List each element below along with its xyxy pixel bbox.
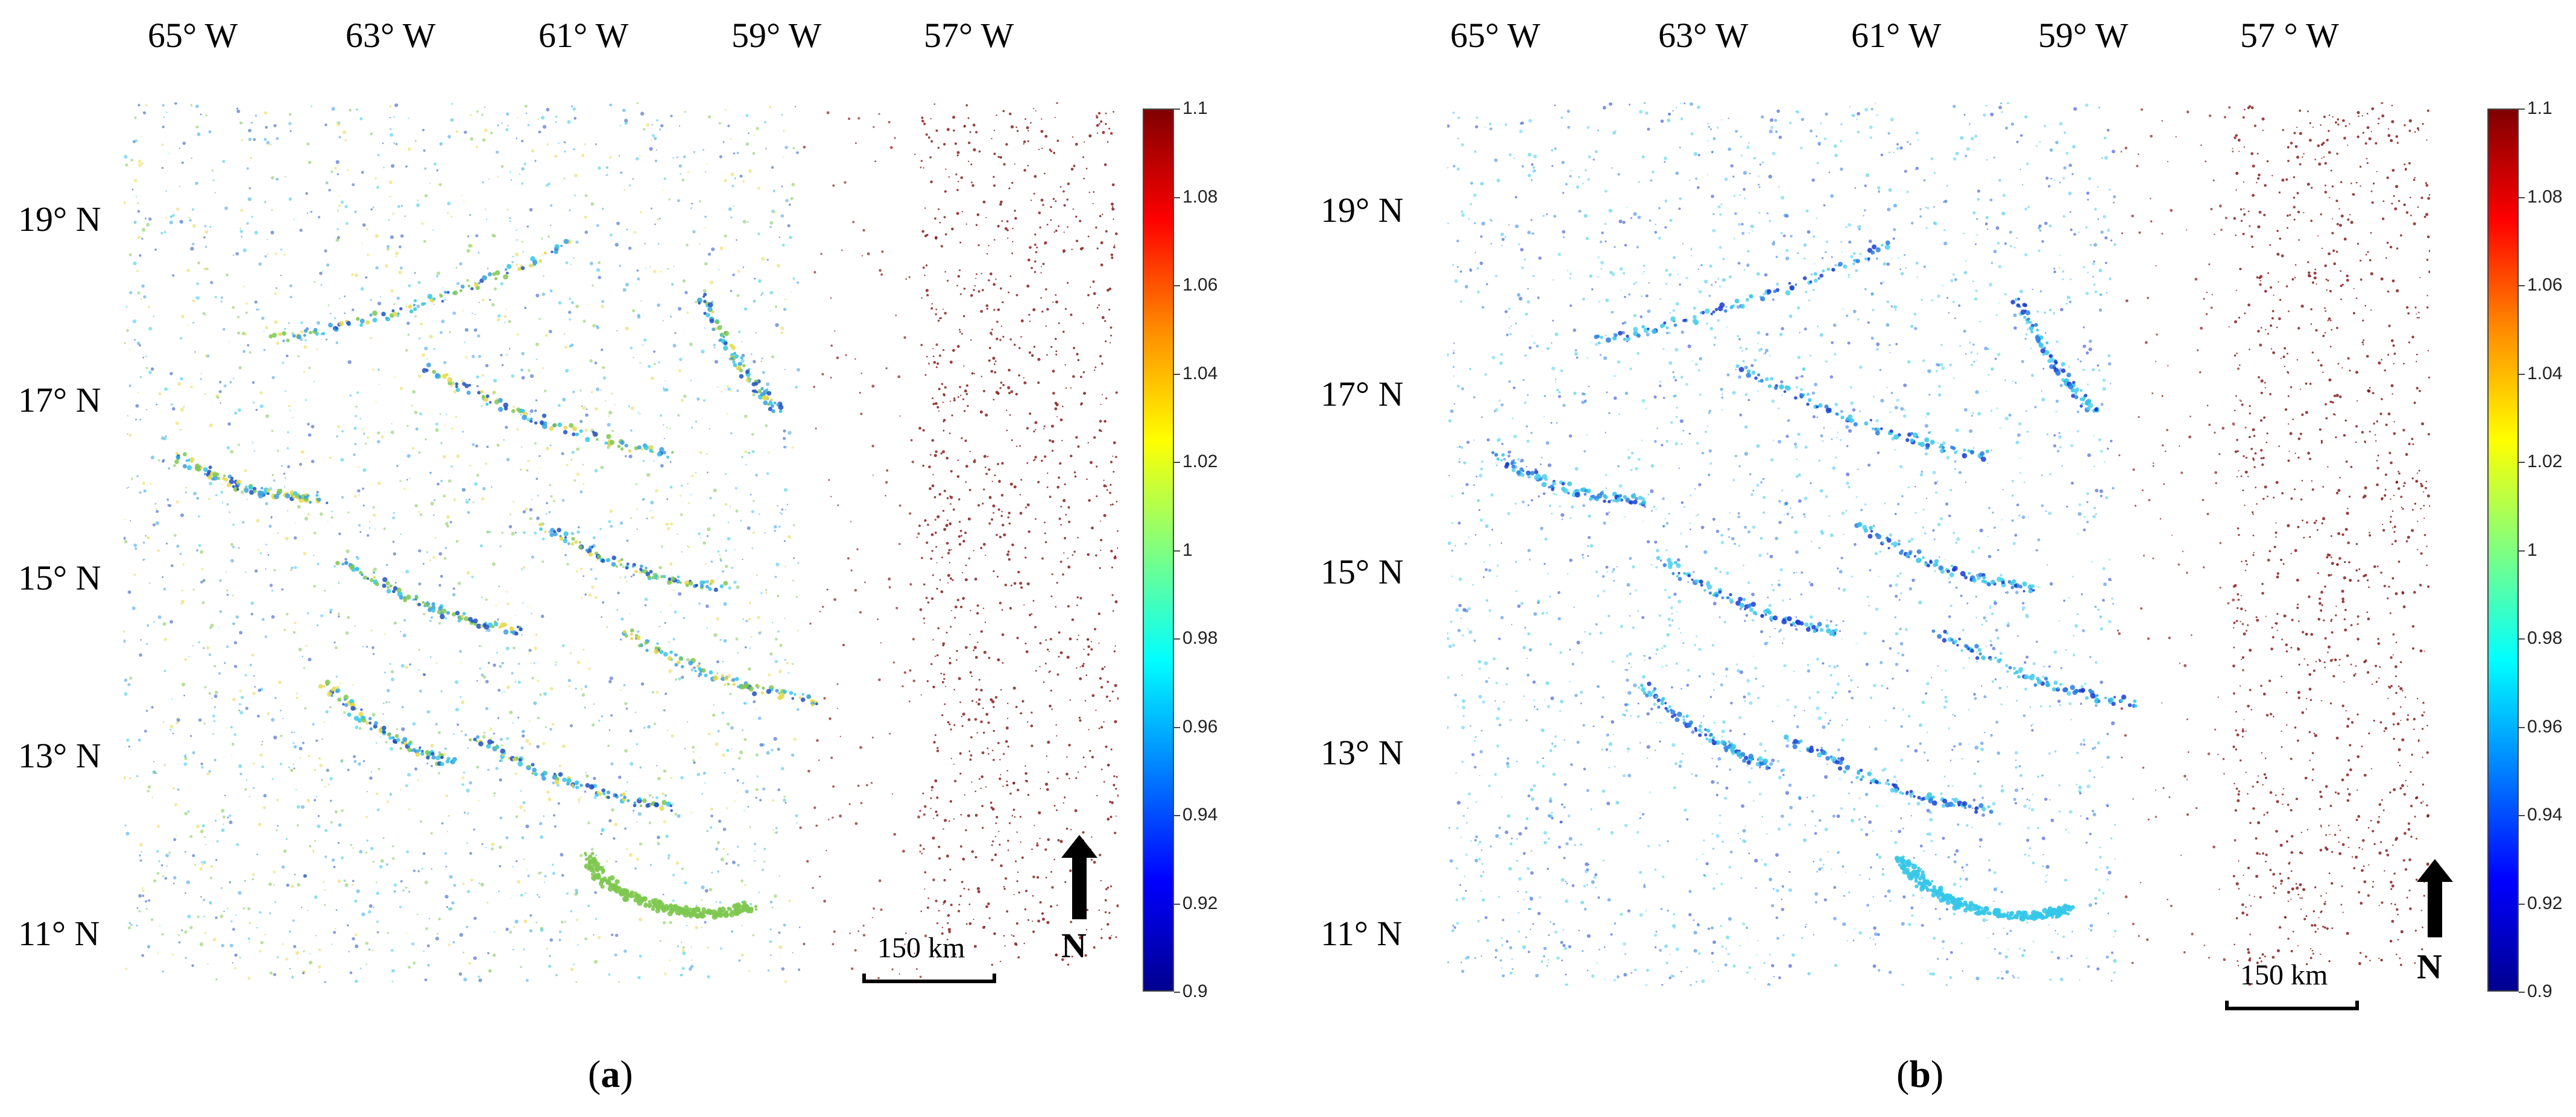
lon-label: 63° W — [346, 16, 436, 55]
colorbar-tick-label: 0.9 — [1182, 981, 1208, 1001]
north-arrow-icon — [1061, 835, 1097, 919]
lon-label: 61° W — [1851, 16, 1942, 55]
detection-points — [1447, 102, 2430, 986]
sargassum-map-b — [1447, 102, 2430, 986]
colorbar-tick-label: 1.02 — [1182, 452, 1218, 471]
colorbar-tick-label: 0.94 — [1182, 805, 1218, 825]
colorbar-tick-label: 1.02 — [2527, 452, 2563, 471]
colorbar-tick-label: 1.08 — [1182, 186, 1218, 207]
lat-label: 15° N — [18, 558, 101, 597]
sargassum-map-a — [124, 102, 1119, 983]
colorbar-tick-mark — [2519, 285, 2525, 286]
colorbar-tick-mark — [1174, 197, 1180, 198]
lat-label: 13° N — [1321, 733, 1404, 772]
caption-letter: b — [1909, 1052, 1931, 1095]
colorbar-tick-label: 1.04 — [1182, 363, 1218, 383]
caption-b: (b) — [1896, 1052, 1944, 1095]
colorbar-tick-label: 0.9 — [2527, 981, 2552, 1001]
lat-label: 11° N — [1321, 914, 1403, 953]
colorbar-tick-mark — [1174, 638, 1180, 640]
colorbar-tick-label: 0.94 — [2527, 805, 2563, 825]
map-panel-a: 65° W 63° W 61° W 59° W 57° W 19° N 17° … — [18, 16, 1218, 1095]
colorbar-tick-label: 0.92 — [1182, 893, 1218, 913]
colorbar-tick-mark — [1174, 109, 1180, 110]
colorbar-tick-mark — [2519, 992, 2525, 993]
colorbar-tick-mark — [2519, 109, 2525, 110]
lon-label: 59° W — [731, 16, 822, 55]
colorbar-tick-label: 0.98 — [2527, 628, 2563, 648]
colorbar-tick-label: 1 — [2527, 540, 2537, 560]
lat-label: 19° N — [1321, 190, 1404, 230]
map-panel-b: 65° W 63° W 61° W 59° W 57 ° W 19° N 17°… — [1321, 0, 2576, 1117]
colorbar-tick-label: 1.06 — [2527, 275, 2563, 295]
colorbar-tick-mark — [1174, 462, 1180, 463]
lat-label: 17° N — [18, 380, 101, 420]
lon-label: 65° W — [1450, 16, 1541, 55]
colorbar-tick-label: 0.98 — [1182, 628, 1218, 648]
colorbar-tick-mark — [2519, 638, 2525, 640]
colorbar-tick-label: 1.1 — [2527, 98, 2552, 118]
lon-label: 63° W — [1658, 16, 1749, 55]
lat-label: 19° N — [18, 200, 101, 239]
colorbar-tick-mark — [1174, 550, 1180, 552]
north-label: N — [2417, 947, 2442, 986]
caption-a: (a) — [588, 1052, 633, 1095]
colorbar-tick-label: 1.06 — [1182, 275, 1218, 295]
north-arrow-b: N — [2417, 859, 2453, 986]
colorbar-tick-label: 0.96 — [1182, 716, 1218, 737]
scale-label: 150 km — [877, 932, 965, 964]
scale-label: 150 km — [2240, 959, 2328, 991]
lat-label: 15° N — [1321, 552, 1404, 591]
colorbar-tick-mark — [2519, 462, 2525, 463]
colorbar-tick-mark — [2519, 373, 2525, 375]
north-arrow-icon — [2417, 859, 2453, 937]
lat-label: 13° N — [18, 736, 101, 775]
colorbar-tick-mark — [1174, 903, 1180, 905]
scale-line — [2225, 1001, 2359, 1010]
map-canvas-b — [1447, 102, 2430, 986]
lon-label: 57 ° W — [2240, 16, 2339, 55]
colorbar-tick-mark — [1174, 815, 1180, 816]
colorbar-tick-mark — [1174, 373, 1180, 375]
colorbar-tick-mark — [2519, 726, 2525, 728]
lon-label: 57° W — [924, 16, 1014, 55]
lat-label: 11° N — [18, 914, 100, 953]
caption-letter: a — [601, 1052, 620, 1095]
colorbar-tick-label: 0.96 — [2527, 716, 2563, 737]
colorbar-tick-label: 1.08 — [2527, 186, 2563, 207]
north-arrow-a: N — [1061, 835, 1097, 965]
map-canvas-a — [124, 102, 1119, 983]
colorbar-tick-label: 1.1 — [1182, 98, 1208, 118]
colorbar-tick-label: 1 — [1182, 540, 1193, 560]
colorbar-tick-mark — [2519, 197, 2525, 198]
lat-label: 17° N — [1321, 374, 1404, 414]
detection-points — [124, 102, 1119, 983]
lon-label: 61° W — [538, 16, 629, 55]
colorbar-tick-mark — [1174, 726, 1180, 728]
lon-label: 59° W — [2038, 16, 2129, 55]
colorbar-tick-mark — [2519, 815, 2525, 816]
colorbar-tick-mark — [1174, 992, 1180, 993]
colorbar-tick-mark — [2519, 550, 2525, 552]
colorbar-tick-mark — [1174, 285, 1180, 286]
colorbar-tick-label: 1.04 — [2527, 363, 2563, 383]
colorbar-b — [2487, 109, 2519, 992]
north-label: N — [1061, 926, 1087, 965]
scale-line — [862, 974, 996, 983]
colorbar-tick-label: 0.92 — [2527, 893, 2563, 913]
colorbar-tick-mark — [2519, 903, 2525, 905]
lon-label: 65° W — [148, 16, 238, 55]
colorbar-a — [1143, 109, 1174, 992]
